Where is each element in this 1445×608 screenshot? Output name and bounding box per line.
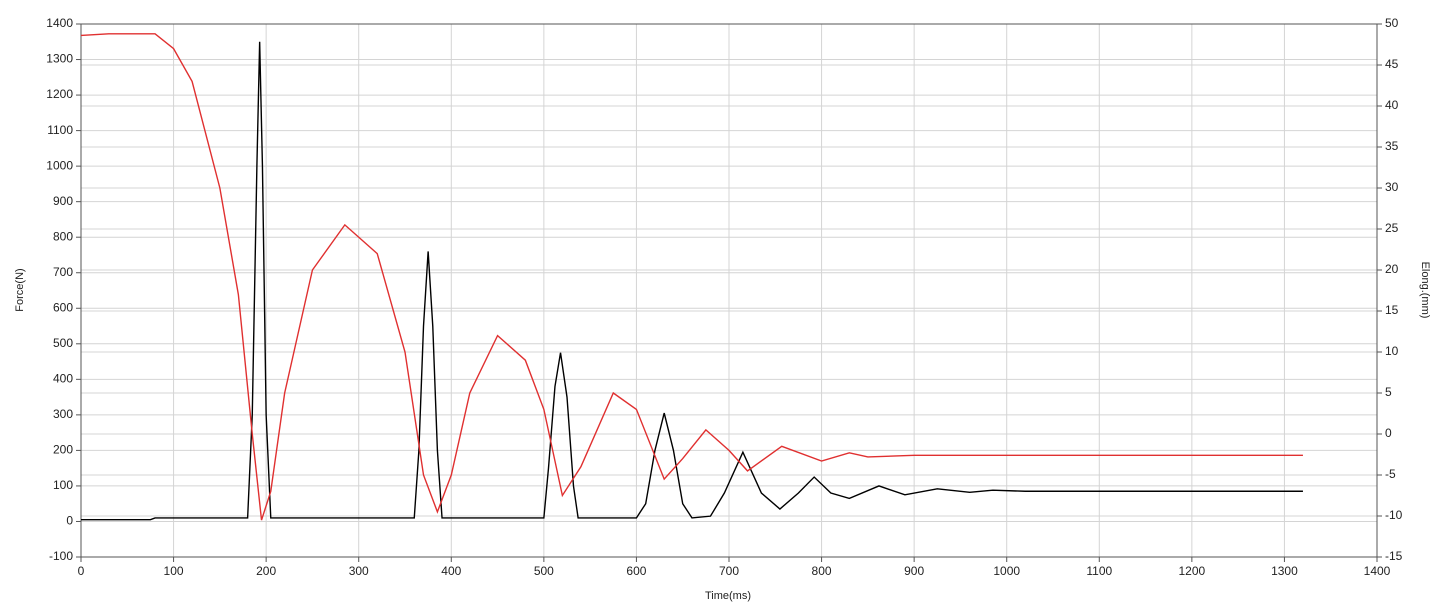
- y2-tick-label: 5: [1385, 385, 1392, 399]
- x-tick-label: 600: [626, 564, 646, 578]
- x-tick-label: 300: [349, 564, 369, 578]
- x-tick-label: 800: [812, 564, 832, 578]
- y-axis-label: Force(N): [14, 268, 26, 311]
- y2-tick-label: 35: [1385, 139, 1399, 153]
- y-tick-label: 200: [53, 443, 73, 457]
- x-tick-label: 500: [534, 564, 554, 578]
- data-line: [80, 33, 1303, 521]
- y-tick-label: 300: [53, 407, 73, 421]
- y-tick-label: 500: [53, 336, 73, 350]
- x-tick-label: 700: [719, 564, 739, 578]
- y2-axis-label: Elong.(mm): [1419, 262, 1431, 319]
- x-tick-label: 1400: [1364, 564, 1391, 578]
- y2-tick-label: 40: [1385, 98, 1399, 112]
- y-tick-label: -100: [49, 549, 73, 563]
- y-tick-label: 1300: [46, 52, 73, 66]
- y2-tick-label: 30: [1385, 180, 1399, 194]
- y2-tick-label: 20: [1385, 262, 1399, 276]
- y-tick-label: 0: [66, 514, 73, 528]
- x-tick-label: 0: [78, 564, 85, 578]
- y2-tick-label: -15: [1385, 549, 1403, 563]
- y-tick-label: 1400: [46, 16, 73, 30]
- y2-tick-label: 0: [1385, 426, 1392, 440]
- y-tick-label: 700: [53, 265, 73, 279]
- x-tick-label: 900: [904, 564, 924, 578]
- x-tick-label: 1200: [1179, 564, 1206, 578]
- y2-tick-label: 10: [1385, 344, 1399, 358]
- y2-tick-label: 50: [1385, 16, 1399, 30]
- y-tick-label: 1200: [46, 87, 73, 101]
- x-tick-label: 200: [256, 564, 276, 578]
- y2-tick-label: 45: [1385, 57, 1399, 71]
- data-line: [81, 41, 1303, 521]
- y-tick-label: 800: [53, 229, 73, 243]
- y-tick-label: 1100: [47, 123, 73, 137]
- y-tick-label: 1000: [46, 158, 73, 172]
- x-tick-label: 1300: [1271, 564, 1298, 578]
- y-tick-label: 600: [53, 300, 73, 314]
- y2-tick-label: -10: [1385, 508, 1403, 522]
- x-tick-label: 1100: [1086, 564, 1112, 578]
- y2-tick-label: 25: [1385, 221, 1399, 235]
- x-tick-label: 1000: [993, 564, 1020, 578]
- y-tick-label: 400: [53, 372, 73, 386]
- x-tick-label: 100: [164, 564, 184, 578]
- y-tick-label: 900: [53, 194, 73, 208]
- y2-tick-label: 15: [1385, 303, 1399, 317]
- x-tick-label: 400: [441, 564, 461, 578]
- y-tick-label: 100: [53, 478, 73, 492]
- y2-tick-label: -5: [1385, 467, 1396, 481]
- x-axis-label: Time(ms): [705, 590, 751, 602]
- plot-frame: [80, 23, 1378, 558]
